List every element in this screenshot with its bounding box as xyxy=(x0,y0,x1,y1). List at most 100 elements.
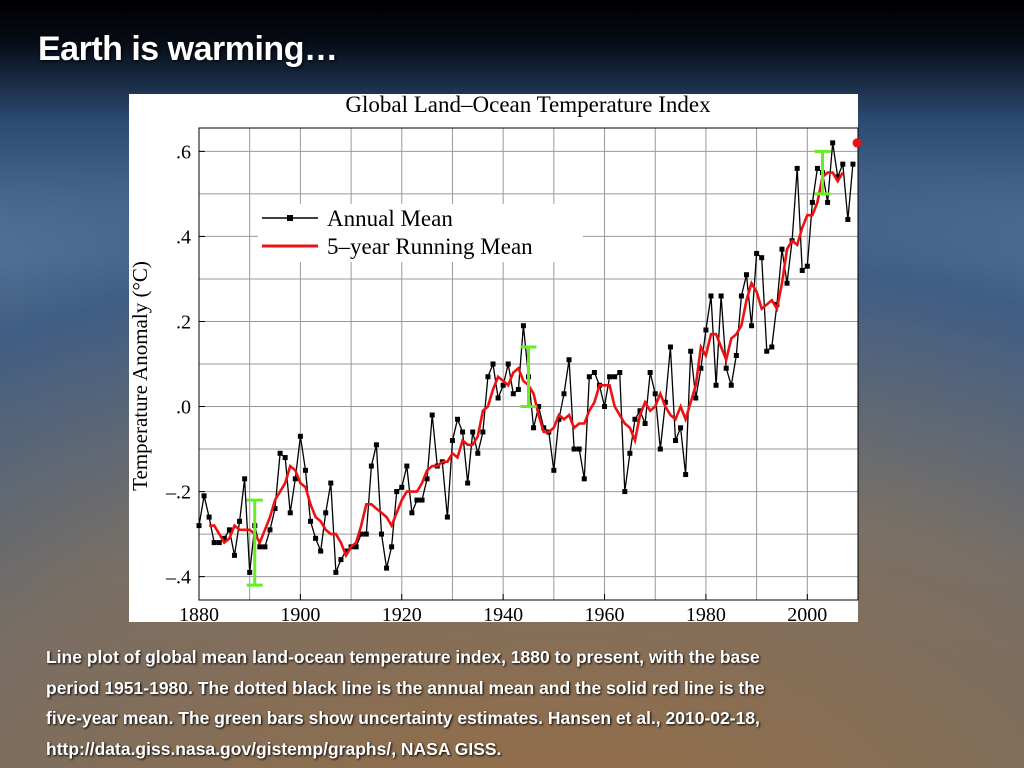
data-point xyxy=(378,531,384,537)
data-point xyxy=(556,416,562,422)
data-point xyxy=(247,569,253,575)
y-tick-label: .2 xyxy=(176,311,191,333)
data-point xyxy=(429,412,435,418)
data-point xyxy=(784,280,790,286)
data-point xyxy=(510,391,516,397)
data-point xyxy=(414,497,420,503)
data-point xyxy=(292,476,298,482)
data-point xyxy=(667,344,673,350)
data-point xyxy=(728,382,734,388)
data-point xyxy=(642,421,648,427)
data-point xyxy=(591,370,597,376)
data-point xyxy=(444,514,450,520)
data-point xyxy=(845,216,851,222)
data-point xyxy=(505,361,511,367)
data-point xyxy=(257,544,263,550)
data-point xyxy=(495,395,501,401)
data-point xyxy=(764,348,770,354)
data-point xyxy=(323,510,329,516)
data-point xyxy=(419,497,425,503)
data-point xyxy=(226,527,232,533)
legend-box xyxy=(258,204,583,262)
y-tick-label: –.2 xyxy=(165,482,191,504)
data-point xyxy=(814,165,820,171)
data-point xyxy=(678,425,684,431)
data-point xyxy=(637,408,643,414)
y-tick-label: .4 xyxy=(176,226,191,248)
legend-marker xyxy=(287,215,293,221)
data-point xyxy=(353,544,359,550)
data-point xyxy=(216,540,222,546)
data-point xyxy=(287,510,293,516)
data-point xyxy=(586,374,592,380)
data-point xyxy=(708,293,714,299)
data-point xyxy=(313,535,319,541)
data-point xyxy=(576,446,582,452)
data-point xyxy=(647,370,653,376)
caption-line: Line plot of global mean land-ocean temp… xyxy=(46,647,760,667)
data-point xyxy=(480,429,486,435)
data-point xyxy=(835,174,841,180)
data-point xyxy=(449,438,455,444)
data-point xyxy=(703,327,709,333)
data-point xyxy=(607,374,613,380)
data-point xyxy=(804,263,810,269)
data-point xyxy=(581,476,587,482)
data-point xyxy=(830,140,836,146)
data-point xyxy=(622,489,628,495)
data-point xyxy=(759,255,765,261)
chart-title: Global Land–Ocean Temperature Index xyxy=(345,92,711,117)
data-point xyxy=(713,382,719,388)
data-point xyxy=(754,250,760,256)
x-tick-label: 1960 xyxy=(585,604,625,626)
data-point xyxy=(733,352,739,358)
data-point xyxy=(536,404,542,410)
data-point xyxy=(343,548,349,554)
data-point xyxy=(328,480,334,486)
data-point xyxy=(673,438,679,444)
data-point xyxy=(531,425,537,431)
data-point xyxy=(683,472,689,478)
x-tick-label: 1880 xyxy=(179,604,219,626)
data-point xyxy=(368,463,374,469)
x-tick-label: 1980 xyxy=(686,604,726,626)
data-point xyxy=(627,450,633,456)
data-point xyxy=(779,246,785,252)
caption-line: http://data.giss.nasa.gov/gistemp/graphs… xyxy=(46,738,502,759)
data-point xyxy=(308,518,314,524)
data-point xyxy=(850,161,856,167)
data-point xyxy=(612,374,618,380)
data-point xyxy=(394,489,400,495)
data-point xyxy=(424,476,430,482)
x-tick-label: 1900 xyxy=(280,604,320,626)
y-tick-label: .6 xyxy=(176,141,191,163)
data-point xyxy=(515,387,521,393)
data-point xyxy=(242,476,248,482)
data-point xyxy=(840,161,846,167)
caption-line: period 1951-1980. The dotted black line … xyxy=(46,677,765,698)
data-point xyxy=(237,518,243,524)
data-point xyxy=(318,548,324,554)
data-point xyxy=(196,523,202,529)
y-axis-label: Temperature Anomaly (°C) xyxy=(128,261,152,491)
error-bar xyxy=(520,345,537,409)
caption-line: five-year mean. The green bars show unce… xyxy=(46,708,760,728)
data-point xyxy=(657,446,663,452)
data-point xyxy=(373,442,379,448)
legend-label: Annual Mean xyxy=(327,206,453,231)
error-bar xyxy=(246,498,263,587)
data-point xyxy=(363,531,369,537)
data-point xyxy=(571,446,577,452)
x-tick-label: 1940 xyxy=(483,604,523,626)
data-point xyxy=(282,455,288,461)
data-point xyxy=(333,569,339,575)
data-point xyxy=(409,510,415,516)
data-point xyxy=(520,323,526,329)
data-point xyxy=(602,404,608,410)
error-bar xyxy=(814,149,831,196)
chart-panel xyxy=(129,94,858,622)
data-point xyxy=(277,450,283,456)
caption: Line plot of global mean land-ocean temp… xyxy=(46,642,765,764)
latest-point xyxy=(852,138,862,148)
